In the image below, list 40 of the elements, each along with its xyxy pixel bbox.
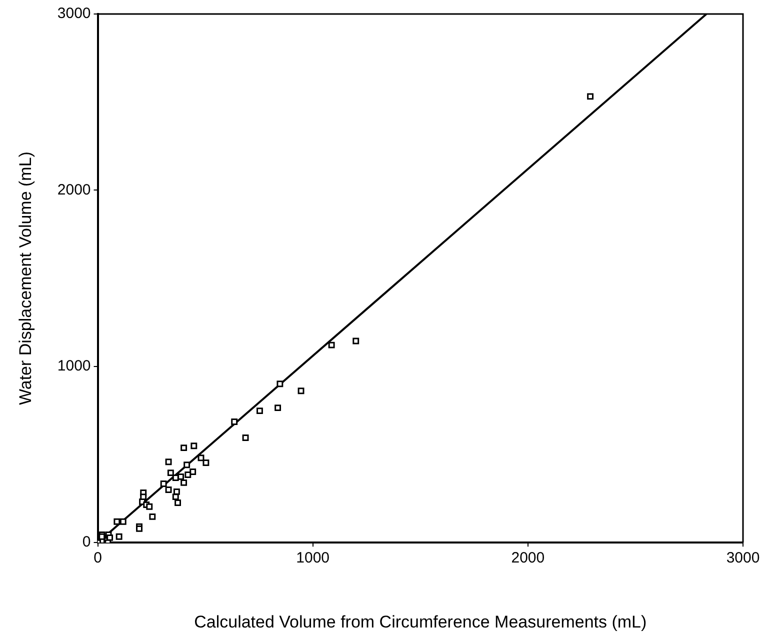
point [116, 533, 122, 540]
x-tick-label: 2000 [511, 550, 545, 567]
point [165, 486, 172, 493]
point [352, 338, 360, 344]
point [167, 470, 174, 476]
point [174, 500, 182, 506]
point [172, 494, 179, 500]
point [328, 342, 335, 348]
x-tick-label: 0 [94, 550, 102, 567]
point [190, 442, 198, 450]
y-tick-label: 0 [82, 534, 91, 551]
y-tick-label: 2000 [57, 181, 91, 198]
x-tick-label: 1000 [296, 550, 330, 567]
point [202, 460, 210, 466]
y-tick-label: 1000 [57, 358, 91, 375]
point [160, 480, 167, 487]
point [184, 462, 190, 468]
x-axis-title: Calculated Volume from Circumference Measurements (mL) [194, 612, 647, 632]
point [256, 408, 263, 414]
point [180, 479, 188, 486]
point [242, 434, 249, 441]
point [587, 93, 594, 100]
point [106, 534, 114, 541]
point [120, 518, 126, 525]
y-axis-title: Water Displacement Volume (mL) [16, 152, 35, 406]
point [146, 503, 153, 510]
point [114, 518, 120, 525]
point [298, 388, 304, 394]
point [274, 404, 282, 412]
point [190, 468, 196, 475]
point [149, 513, 156, 520]
x-tick-label: 3000 [726, 550, 760, 567]
y-tick-label: 3000 [57, 5, 91, 22]
point [276, 380, 284, 388]
point [198, 454, 204, 462]
point [165, 458, 172, 466]
point [172, 474, 179, 481]
point [231, 418, 238, 425]
point [180, 444, 188, 452]
point [184, 472, 192, 478]
